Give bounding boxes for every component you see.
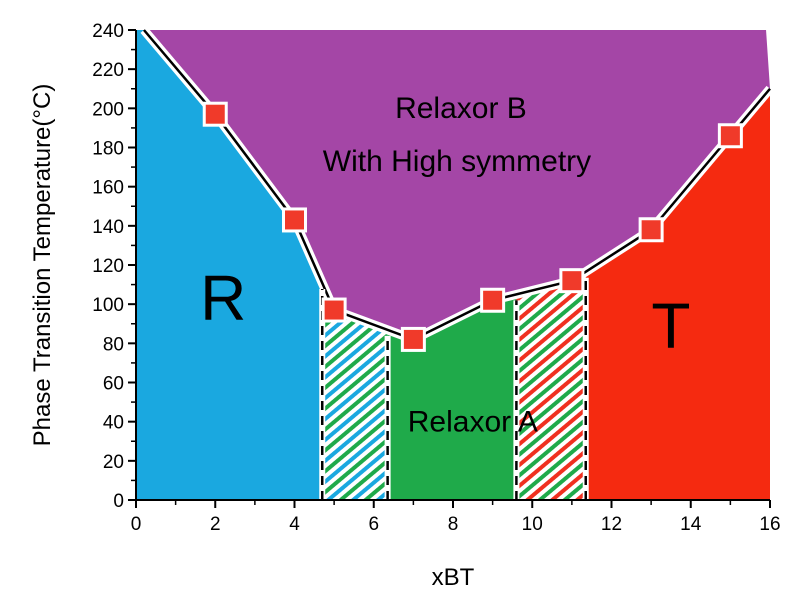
region-label-relaxor-a: Relaxor A bbox=[408, 405, 538, 438]
y-tick-label-7: 140 bbox=[92, 217, 124, 238]
region-label-relaxor-b: Relaxor B bbox=[395, 92, 527, 125]
region-label-relaxor-b-line2: With High symmetry bbox=[323, 145, 591, 178]
transition-point-3 bbox=[400, 326, 426, 352]
x-axis-ticks: 0 2 4 6 8 10 12 14 16 bbox=[131, 500, 781, 535]
transition-markers bbox=[202, 101, 743, 352]
x-tick-label-2: 4 bbox=[289, 514, 300, 535]
y-tick-label-5: 100 bbox=[92, 295, 124, 316]
transition-point-5 bbox=[559, 268, 585, 294]
region-label-r: R bbox=[200, 262, 246, 334]
transition-point-0 bbox=[202, 101, 228, 127]
transition-point-7 bbox=[717, 123, 743, 149]
y-tick-label-0: 0 bbox=[113, 491, 124, 512]
transition-point-2 bbox=[321, 297, 347, 323]
y-axis-title: Phase Transition Temperature(°C) bbox=[29, 84, 56, 447]
y-tick-label-3: 60 bbox=[103, 374, 124, 395]
transition-point-4 bbox=[480, 287, 506, 313]
x-tick-label-0: 0 bbox=[131, 514, 142, 535]
x-tick-label-3: 6 bbox=[368, 514, 379, 535]
region-t bbox=[585, 88, 770, 500]
region-labels: R Relaxor A T Relaxor B With High symmetry bbox=[200, 92, 690, 438]
y-tick-label-11: 220 bbox=[92, 60, 124, 81]
y-tick-label-9: 180 bbox=[92, 139, 124, 160]
y-tick-label-4: 80 bbox=[103, 334, 124, 355]
y-tick-label-1: 20 bbox=[103, 452, 124, 473]
transition-point-1 bbox=[282, 207, 307, 233]
region-mixed-a-t bbox=[516, 271, 586, 500]
x-tick-label-8: 16 bbox=[759, 514, 780, 535]
y-tick-label-10: 200 bbox=[92, 99, 124, 120]
y-axis-ticks: 0 20 40 60 80 100 120 140 160 180 200 220 240 bbox=[92, 21, 136, 512]
x-tick-label-1: 2 bbox=[210, 514, 221, 535]
region-r bbox=[136, 30, 323, 500]
region-label-t: T bbox=[651, 289, 690, 361]
x-tick-label-5: 10 bbox=[522, 514, 543, 535]
x-tick-label-6: 12 bbox=[601, 514, 622, 535]
x-tick-label-4: 8 bbox=[448, 514, 459, 535]
phase-boundary-line bbox=[140, 27, 774, 344]
x-axis-title: xBT bbox=[432, 564, 475, 591]
x-tick-label-7: 14 bbox=[680, 514, 702, 535]
dashed-phase-boundaries bbox=[319, 277, 589, 500]
transition-point-6 bbox=[638, 217, 664, 243]
y-tick-label-6: 120 bbox=[92, 256, 124, 277]
y-tick-label-2: 40 bbox=[103, 413, 124, 434]
region-mixed-r-a bbox=[322, 283, 388, 500]
y-tick-label-8: 160 bbox=[92, 178, 124, 199]
boundary-core bbox=[142, 29, 771, 341]
y-tick-label-12: 240 bbox=[92, 21, 124, 42]
region-relaxor-b bbox=[143, 30, 770, 340]
